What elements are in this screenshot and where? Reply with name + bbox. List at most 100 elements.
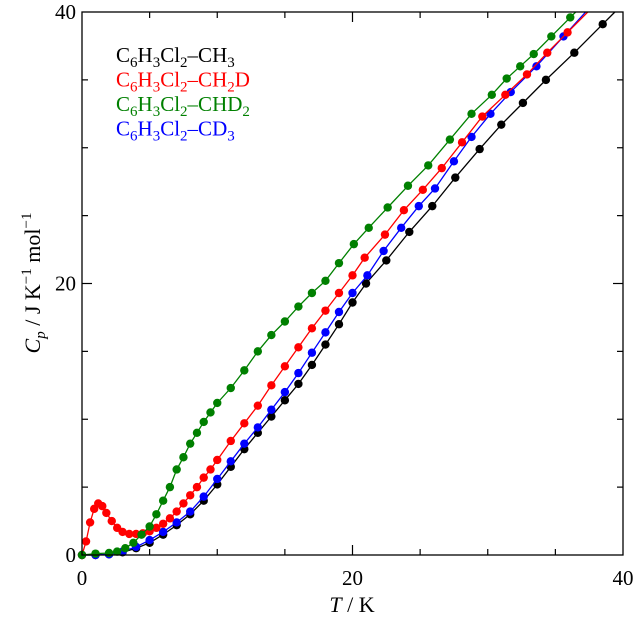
data-point [383, 203, 392, 212]
series-1 [77, 11, 589, 560]
data-point [321, 306, 330, 315]
data-point [121, 544, 130, 553]
data-point [522, 70, 532, 79]
data-point [152, 510, 161, 519]
data-point [267, 330, 276, 340]
data-point [199, 417, 208, 427]
data-point [102, 508, 111, 518]
y-tick-label: 40 [55, 0, 76, 24]
series-layer [77, 11, 616, 560]
data-point [361, 279, 371, 288]
series-line [81, 11, 589, 556]
legend-entry: C6H3Cl2–CH3 [116, 43, 235, 71]
data-point [165, 482, 175, 492]
data-point [502, 74, 511, 83]
data-point [267, 405, 276, 414]
data-point [334, 288, 344, 298]
data-point [428, 201, 437, 211]
data-point [307, 324, 317, 333]
data-point [396, 223, 406, 233]
data-point [348, 288, 357, 298]
data-point [112, 547, 122, 556]
data-point [516, 62, 525, 71]
data-point [137, 530, 146, 539]
data-point [307, 288, 317, 298]
data-point [334, 258, 344, 268]
data-point [179, 499, 188, 508]
y-tick-label: 0 [66, 543, 77, 567]
data-point [543, 48, 552, 57]
data-point [321, 340, 330, 349]
data-point [449, 157, 459, 166]
data-point [487, 90, 497, 100]
data-point [414, 201, 423, 211]
data-point [226, 436, 235, 446]
data-point [403, 181, 413, 190]
x-tick-label: 40 [613, 566, 634, 590]
data-point [165, 514, 175, 523]
data-point [179, 453, 188, 462]
data-point [451, 173, 460, 182]
data-point [280, 362, 290, 371]
data-point [405, 227, 414, 237]
data-point [118, 527, 127, 537]
data-point [172, 465, 181, 474]
data-point [206, 465, 215, 474]
data-point [192, 482, 202, 492]
x-tick-label: 20 [342, 566, 363, 590]
data-point [253, 401, 263, 410]
data-point [186, 491, 195, 500]
data-point [294, 368, 303, 378]
data-point [348, 298, 357, 307]
data-point [467, 109, 476, 119]
series-2 [77, 11, 577, 560]
legend-entry: C6H3Cl2–CD3 [116, 117, 235, 145]
data-point [145, 535, 154, 545]
data-point [307, 348, 317, 357]
data-point [501, 90, 510, 100]
data-point [186, 439, 195, 448]
data-point [253, 347, 263, 356]
data-point [213, 398, 222, 408]
data-point [91, 549, 100, 558]
data-point [192, 428, 202, 438]
data-point [518, 98, 528, 108]
data-point [478, 112, 487, 121]
data-point [206, 408, 215, 417]
data-point [81, 537, 91, 546]
tick-labels: 0 20 40 0 20 40 [55, 0, 634, 590]
data-point [364, 223, 373, 233]
data-point [457, 138, 467, 147]
data-point [382, 256, 391, 265]
data-point [240, 439, 249, 448]
data-point [430, 184, 440, 193]
data-point [199, 492, 208, 501]
data-point [125, 529, 134, 539]
data-point [98, 501, 107, 511]
data-point [467, 132, 476, 142]
data-point [598, 20, 607, 29]
data-point [529, 49, 538, 59]
data-point [294, 343, 303, 352]
data-point [363, 271, 372, 280]
data-point [253, 423, 263, 432]
data-point [158, 496, 168, 505]
data-point [213, 455, 222, 465]
data-point [334, 307, 344, 317]
data-point [199, 473, 208, 482]
y-axis-label: Cp / J K−1 mol−1 [19, 213, 49, 354]
data-point [570, 48, 579, 57]
data-point [379, 246, 388, 256]
data-point [437, 163, 446, 173]
data-point [294, 379, 303, 389]
data-point [145, 522, 154, 531]
data-point [158, 519, 168, 528]
data-point [348, 271, 357, 280]
data-point [424, 161, 433, 170]
data-point [497, 120, 506, 129]
data-point [152, 523, 161, 533]
data-point [280, 387, 290, 397]
data-point [267, 381, 276, 390]
data-point [294, 302, 303, 311]
